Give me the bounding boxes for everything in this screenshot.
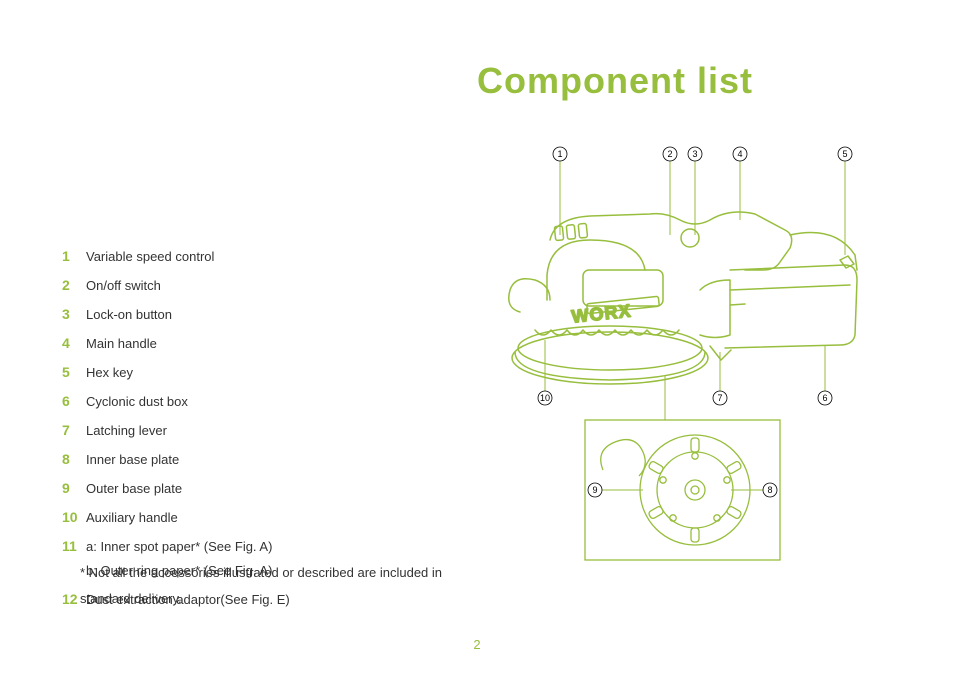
- item-number: 5: [62, 362, 86, 383]
- list-item: 8Inner base plate: [62, 449, 472, 470]
- callout-7: 7: [717, 393, 722, 403]
- callout-5: 5: [842, 149, 847, 159]
- list-item: 7Latching lever: [62, 420, 472, 441]
- callout-2: 2: [667, 149, 672, 159]
- item-label: Outer base plate: [86, 479, 182, 499]
- callout-10: 10: [540, 393, 550, 403]
- footnote: * Not all the accessories illustrated or…: [80, 560, 475, 612]
- item-number: 1: [62, 246, 86, 267]
- item-number: 11: [62, 536, 86, 557]
- callout-6: 6: [822, 393, 827, 403]
- callout-8: 8: [767, 485, 772, 495]
- item-number: 4: [62, 333, 86, 354]
- item-number: 7: [62, 420, 86, 441]
- item-number: 3: [62, 304, 86, 325]
- item-label: a: Inner spot paper* (See Fig. A): [86, 537, 272, 557]
- item-label: Auxiliary handle: [86, 508, 178, 528]
- item-label: On/off switch: [86, 276, 161, 296]
- callout-9: 9: [592, 485, 597, 495]
- page-title: Component list: [477, 60, 753, 102]
- item-label: Lock-on button: [86, 305, 172, 325]
- item-label: Cyclonic dust box: [86, 392, 188, 412]
- item-number: 9: [62, 478, 86, 499]
- list-item: 1Variable speed control: [62, 246, 472, 267]
- item-label: Variable speed control: [86, 247, 214, 267]
- list-item: 2On/off switch: [62, 275, 472, 296]
- item-number: 6: [62, 391, 86, 412]
- item-number: 10: [62, 507, 86, 528]
- list-item: 4Main handle: [62, 333, 472, 354]
- page-number: 2: [0, 637, 954, 652]
- item-label: Hex key: [86, 363, 133, 383]
- item-number: 2: [62, 275, 86, 296]
- list-item: 10Auxiliary handle: [62, 507, 472, 528]
- list-item: 5Hex key: [62, 362, 472, 383]
- item-label: Latching lever: [86, 421, 167, 441]
- callout-1: 1: [557, 149, 562, 159]
- list-item: 3Lock-on button: [62, 304, 472, 325]
- item-number: 8: [62, 449, 86, 470]
- brand-text: WORX: [571, 301, 633, 327]
- list-item: 11a: Inner spot paper* (See Fig. A): [62, 536, 472, 557]
- callout-3: 3: [692, 149, 697, 159]
- item-label: Inner base plate: [86, 450, 179, 470]
- list-item: 6Cyclonic dust box: [62, 391, 472, 412]
- callout-4: 4: [737, 149, 742, 159]
- product-diagram: 1 2 3 4 5 WORX: [495, 140, 925, 570]
- item-label: Main handle: [86, 334, 157, 354]
- list-item: 9Outer base plate: [62, 478, 472, 499]
